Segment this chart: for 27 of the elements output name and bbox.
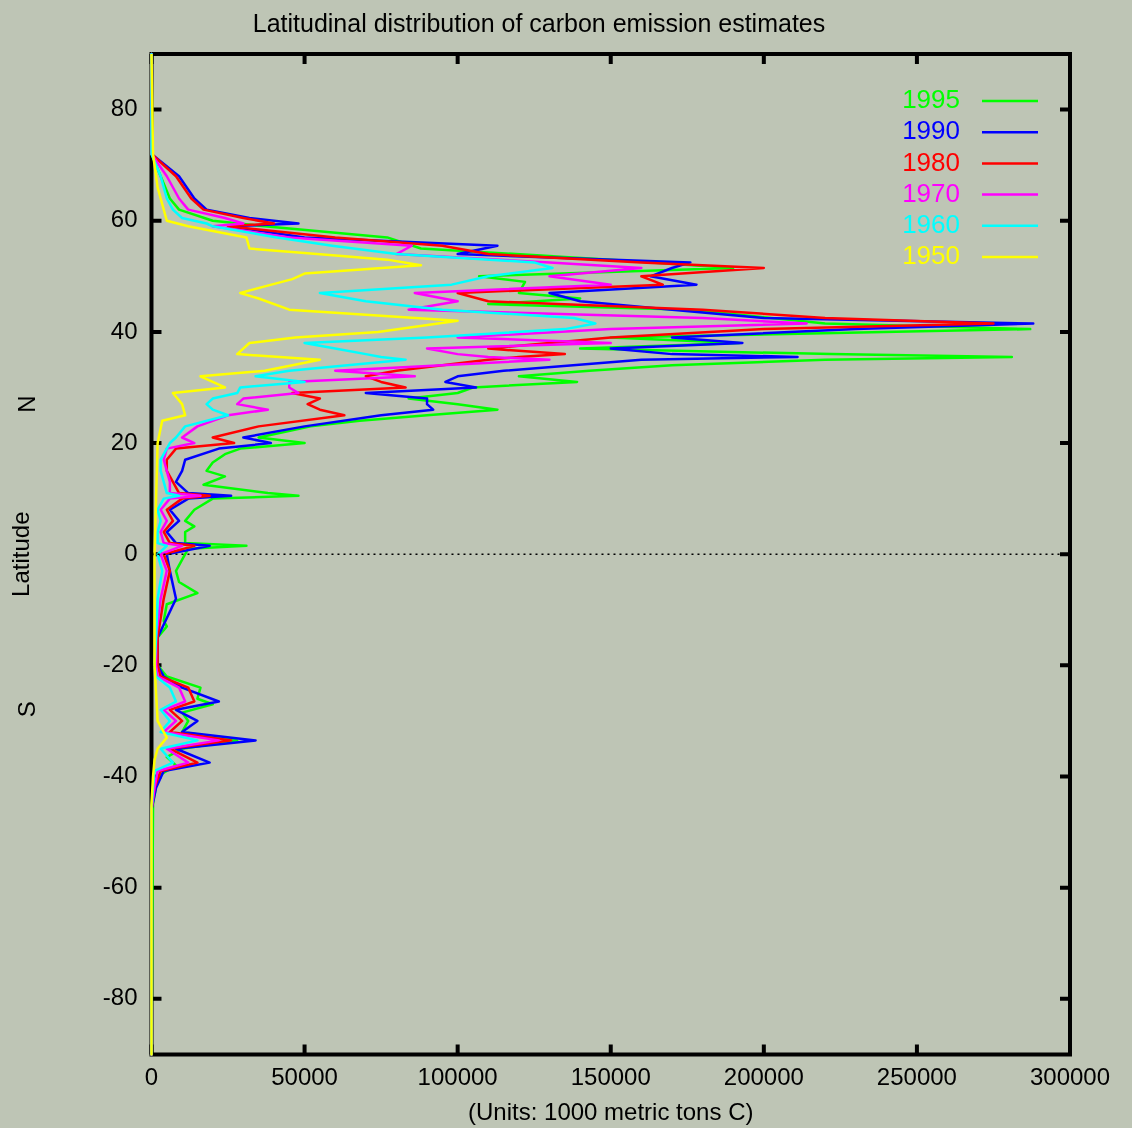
x-tick-label: 300000 bbox=[1029, 1063, 1111, 1091]
y-tick-label: 0 bbox=[124, 538, 138, 566]
y-tick-label: -60 bbox=[102, 872, 138, 900]
x-tick-label: 200000 bbox=[723, 1063, 804, 1091]
legend-label: 1980 bbox=[902, 146, 960, 177]
legend-label: 1990 bbox=[902, 115, 960, 146]
x-tick-label: 250000 bbox=[876, 1063, 957, 1091]
legend-label: 1995 bbox=[902, 84, 960, 115]
x-tick-label: 100000 bbox=[417, 1063, 498, 1091]
text: N bbox=[12, 395, 40, 413]
x-tick-label: 150000 bbox=[570, 1063, 651, 1091]
y-tick-label: -40 bbox=[102, 761, 138, 789]
chart-title: Latitudinal distribution of carbon emission estimates bbox=[252, 8, 826, 37]
text: S bbox=[12, 701, 40, 718]
y-tick-label: -80 bbox=[102, 983, 138, 1011]
legend-label: 1950 bbox=[902, 240, 960, 271]
y-tick-label: 40 bbox=[110, 316, 138, 344]
y-tick-label: 20 bbox=[110, 427, 138, 455]
legend-label: 1960 bbox=[902, 208, 960, 239]
x-tick-label: 0 bbox=[144, 1063, 159, 1091]
y-tick-label: 80 bbox=[110, 94, 138, 122]
legend-label: 1970 bbox=[902, 177, 960, 208]
y-axis-title: Latitude bbox=[7, 511, 35, 597]
y-tick-label: -20 bbox=[102, 649, 138, 677]
y-tick-label: 60 bbox=[110, 205, 138, 233]
x-tick-label: 50000 bbox=[271, 1063, 338, 1091]
x-axis-title: (Units: 1000 metric tons C) bbox=[468, 1098, 754, 1126]
